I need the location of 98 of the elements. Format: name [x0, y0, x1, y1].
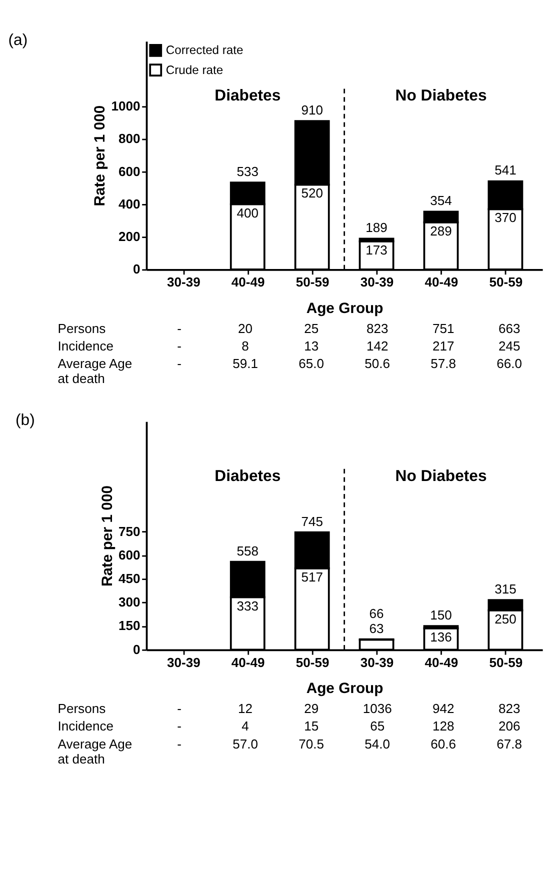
text: Average Age at death [58, 356, 132, 386]
x-tick-label: 30-39 [166, 274, 200, 290]
text: 8 [242, 338, 249, 354]
text: 67.8 [496, 736, 522, 752]
x-tick-label: 50-59 [296, 274, 330, 290]
y-tick-label: 0 [132, 262, 140, 277]
total-label: 745 [301, 514, 323, 529]
y-axis-title: Rate per 1 000 [100, 485, 116, 586]
x-tick-label: 40-49 [231, 274, 265, 290]
total-label: 150 [430, 608, 452, 623]
total-label: 66 [369, 606, 384, 621]
legend-label: Corrected rate [166, 43, 244, 58]
text: - [177, 320, 182, 336]
data-label: 63 [369, 621, 384, 636]
total-label: 533 [236, 164, 259, 180]
text: 4 [242, 718, 249, 734]
text: 13 [304, 338, 319, 354]
y-tick-label: 400 [118, 196, 140, 212]
text: 25 [304, 320, 319, 336]
text: 54.0 [364, 736, 390, 752]
data-label: 400 [236, 205, 259, 220]
text: 57.8 [430, 356, 456, 372]
x-axis-title: Age Group [306, 300, 384, 317]
text: 942 [432, 701, 454, 716]
y-tick-label: 600 [118, 547, 140, 562]
total-label: 315 [494, 582, 516, 597]
text: - [177, 718, 182, 734]
data-label: 289 [430, 223, 452, 238]
data-label: 520 [301, 186, 323, 201]
chart-title: (b) [16, 412, 35, 430]
text: - [177, 338, 182, 354]
text: 66.0 [496, 356, 522, 372]
annotation: Diabetes [214, 88, 281, 105]
x-tick-label: 50-59 [489, 654, 523, 670]
y-tick-label: 750 [118, 524, 140, 539]
y-tick-label: 300 [118, 594, 140, 610]
y-tick-label: 600 [118, 164, 140, 179]
text: 245 [498, 338, 520, 354]
text: 60.6 [430, 736, 456, 752]
legend-label: Crude rate [166, 62, 224, 77]
text: 59.1 [232, 356, 258, 372]
data-label: 250 [494, 611, 516, 626]
text: Persons [58, 701, 106, 716]
text: 142 [366, 338, 388, 354]
text: 50.6 [364, 356, 390, 372]
text: 57.0 [232, 736, 258, 752]
text: 65.0 [298, 356, 324, 372]
y-axis-title: Rate per 1 000 [92, 105, 109, 206]
text: 1036 [362, 701, 392, 716]
x-tick-label: 50-59 [296, 654, 330, 670]
data-label: 333 [236, 598, 259, 614]
text: 29 [304, 701, 319, 716]
total-label: 910 [301, 102, 323, 118]
text: 12 [238, 701, 253, 716]
data-label: 136 [430, 629, 452, 644]
text: Incidence [58, 338, 114, 354]
annotation: No Diabetes [395, 88, 487, 105]
x-tick-label: 40-49 [424, 654, 458, 670]
y-tick-label: 800 [118, 131, 140, 146]
annotation: No Diabetes [395, 468, 487, 485]
text: Average Age at death [58, 736, 132, 766]
x-tick-label: 50-59 [489, 274, 523, 290]
text: 206 [498, 718, 520, 734]
text: 823 [366, 320, 388, 336]
data-label: 370 [494, 210, 516, 226]
text: Persons [58, 320, 106, 336]
y-tick-label: 1000 [111, 98, 140, 114]
text: (a) [8, 32, 28, 49]
text: 217 [432, 338, 454, 354]
x-tick-label: 40-49 [231, 654, 265, 670]
text: 751 [432, 320, 454, 336]
annotation: Diabetes [214, 468, 281, 485]
text: - [177, 356, 182, 372]
y-tick-label: 450 [118, 571, 140, 586]
total-label: 558 [236, 543, 259, 558]
x-tick-label: 30-39 [360, 274, 394, 290]
text: 663 [498, 320, 520, 336]
text: 20 [238, 320, 253, 336]
text: 15 [304, 718, 319, 734]
text: 128 [432, 718, 454, 734]
x-tick-label: 30-39 [360, 654, 394, 670]
text: - [177, 701, 182, 716]
text: 65 [370, 718, 385, 734]
total-label: 541 [494, 162, 516, 178]
data-label: 517 [301, 569, 323, 584]
text: 70.5 [298, 736, 324, 752]
x-axis-title: Age Group [306, 681, 384, 697]
total-label: 189 [366, 220, 388, 236]
text: - [177, 736, 182, 752]
y-tick-label: 200 [118, 229, 140, 244]
y-tick-label: 0 [132, 642, 140, 657]
x-tick-label: 30-39 [166, 654, 200, 670]
text: Incidence [58, 718, 114, 734]
y-tick-label: 150 [118, 618, 140, 634]
text: 823 [498, 701, 520, 716]
x-tick-label: 40-49 [424, 274, 458, 290]
data-label: 173 [366, 242, 388, 258]
total-label: 354 [430, 193, 452, 208]
